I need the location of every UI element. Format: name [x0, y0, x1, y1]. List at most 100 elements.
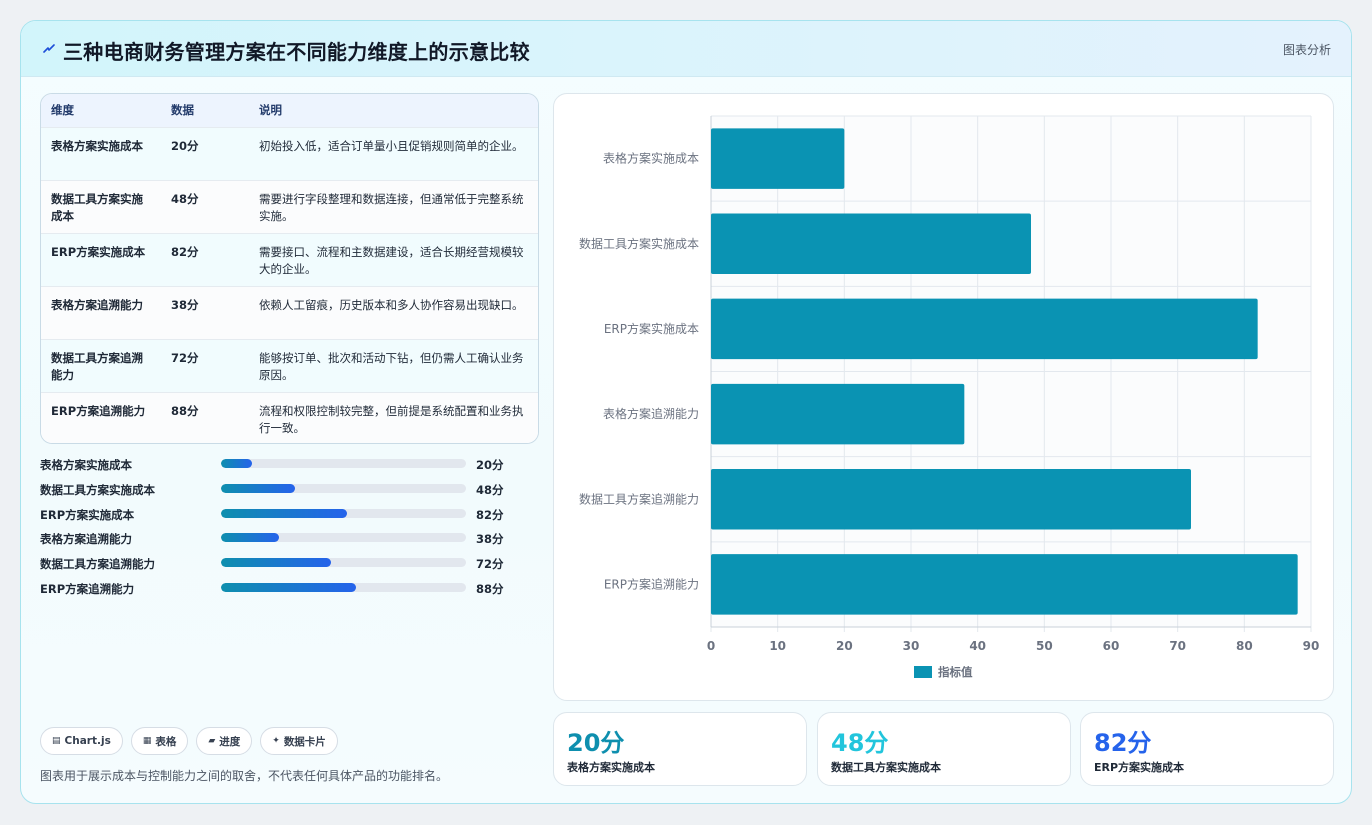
data-table: 维度 数据 说明 表格方案实施成本 20分 初始投入低，适合订单量小且促销规则简单的… [40, 93, 539, 444]
x-tick-label: 20 [836, 639, 853, 653]
legend-swatch [914, 666, 932, 678]
progress-value: 82分 [476, 507, 504, 522]
progress-fill [221, 582, 356, 592]
x-tick-label: 70 [1169, 639, 1186, 653]
stat-label: 数据工具方案实施成本 [831, 761, 941, 774]
progress-fill [221, 508, 347, 518]
progress-row: ERP方案实施成本 82分 [40, 505, 540, 530]
table-row: ERP方案实施成本 82分 需要接口、流程和主数据建设，适合长期经营规模较大的企业。 [41, 233, 538, 286]
progress-track [221, 483, 466, 493]
progress-value: 38分 [476, 532, 504, 547]
chip-label: Chart.js [64, 735, 111, 747]
chip-sparkle[interactable]: ✦ 数据卡片 [260, 727, 338, 755]
progress-label: 数据工具方案实施成本 [40, 482, 155, 497]
x-tick-label: 40 [969, 639, 986, 653]
cell-value: 20分 [171, 138, 199, 153]
progress-value: 72分 [476, 557, 504, 572]
bar [711, 469, 1191, 530]
table-row: 数据工具方案追溯能力 72分 能够按订单、批次和活动下钻，但仍需人工确认业务原因。 [41, 339, 538, 392]
stat-label: 表格方案实施成本 [567, 761, 655, 774]
cell-note: 流程和权限控制较完整，但前提是系统配置和业务执行一致。 [259, 403, 524, 435]
cell-value: 38分 [171, 297, 199, 312]
cell-note: 需要进行字段整理和数据连接，但通常低于完整系统实施。 [259, 191, 524, 223]
chip-table[interactable]: ▦ 表格 [130, 727, 189, 755]
progress-list: 表格方案实施成本 20分数据工具方案实施成本 48分 ERP方案实施成本 82分表格方案… [40, 455, 540, 604]
progress-row: 表格方案追溯能力 38分 [40, 529, 540, 554]
y-tick-label: 数据工具方案实施成本 [579, 236, 699, 251]
lightning-icon [43, 44, 55, 53]
dashboard-card: 三种电商财务管理方案在不同能力维度上的示意比较 图表分析 维度 数据 说明 表格… [20, 20, 1352, 804]
cell-dimension: 表格方案追溯能力 [51, 297, 143, 312]
progress-fill [221, 533, 280, 543]
x-tick-label: 90 [1303, 639, 1320, 653]
cell-note: 需要接口、流程和主数据建设，适合长期经营规模较大的企业。 [259, 244, 524, 276]
cell-dimension: 数据工具方案追溯能力 [51, 350, 143, 382]
progress-track [221, 582, 466, 592]
progress-label: ERP方案实施成本 [40, 507, 135, 522]
table-row: 数据工具方案实施成本 48分 需要进行字段整理和数据连接，但通常低于完整系统实施。 [41, 180, 538, 233]
progress-track [221, 558, 466, 568]
progress-row: 表格方案实施成本 20分 [40, 455, 540, 480]
chip-chart[interactable]: ▤ Chart.js [40, 727, 123, 755]
bar [711, 298, 1258, 360]
progress-label: ERP方案追溯能力 [40, 581, 135, 596]
y-tick-label: 数据工具方案追溯能力 [579, 491, 699, 506]
table-row: 表格方案追溯能力 38分 依赖人工留痕，历史版本和多人协作容易出现缺口。 [41, 286, 538, 339]
bar [711, 128, 845, 189]
x-tick-label: 50 [1036, 639, 1053, 653]
header-tag: 图表分析 [1282, 43, 1331, 57]
y-tick-label: 表格方案追溯能力 [603, 406, 699, 421]
table-row: ERP方案追溯能力 88分 流程和权限控制较完整，但前提是系统配置和业务执行一致。 [41, 392, 538, 443]
column-header-value: 数据 [171, 103, 194, 118]
stat-label: ERP方案实施成本 [1094, 761, 1185, 774]
x-tick-label: 60 [1103, 639, 1120, 653]
chart-panel: 0 10 20 30 40 50 60 70 80 90 表格方案实施成本 数据工具方案实施成本 ERP… [553, 93, 1334, 701]
progress-track [221, 508, 466, 518]
footnote: 图表用于展示成本与控制能力之间的取舍，不代表任何具体产品的功能排名。 [40, 769, 449, 783]
x-tick-label: 30 [903, 639, 920, 653]
progress-fill [221, 459, 252, 468]
cell-value: 88分 [171, 403, 199, 418]
progress-label: 数据工具方案追溯能力 [40, 557, 155, 572]
bar [711, 213, 1031, 274]
progress-fill [221, 483, 295, 493]
x-tick-label: 10 [769, 639, 786, 653]
table-icon: ▦ [142, 736, 152, 746]
chip-list: ▤ Chart.js ▦ 表格 ▰ 进度 ✦ 数据卡片 [40, 727, 338, 755]
cell-dimension: 表格方案实施成本 [51, 138, 143, 153]
x-tick-label: 0 [707, 639, 715, 653]
sparkle-icon: ✦ [272, 736, 280, 746]
progress-value: 48分 [476, 482, 504, 497]
bar [711, 554, 1298, 615]
progress-row: 数据工具方案实施成本 48分 [40, 480, 540, 505]
progress-value: 88分 [476, 581, 504, 596]
progress-icon: ▰ [208, 736, 216, 746]
chart-icon: ▤ [52, 736, 61, 746]
table-row: 表格方案实施成本 20分 初始投入低，适合订单量小且促销规则简单的企业。 [41, 127, 538, 180]
cell-note: 能够按订单、批次和活动下钻，但仍需人工确认业务原因。 [259, 350, 524, 382]
y-tick-label: ERP方案追溯能力 [604, 576, 699, 591]
stat-card: 82分 ERP方案实施成本 [1080, 712, 1334, 786]
stat-card: 48分数据工具方案实施成本 [817, 712, 1071, 786]
stat-value: 82分 [1094, 729, 1152, 757]
progress-fill [221, 558, 332, 568]
y-tick-label: ERP方案实施成本 [604, 321, 699, 336]
cell-note: 依赖人工留痕，历史版本和多人协作容易出现缺口。 [259, 297, 524, 312]
column-header-note: 说明 [259, 103, 282, 118]
cell-dimension: 数据工具方案实施成本 [51, 191, 143, 223]
chip-label: 表格 [155, 735, 177, 748]
progress-track [221, 533, 466, 543]
stat-value: 48分 [831, 729, 889, 757]
stat-card: 20分 表格方案实施成本 [553, 712, 807, 786]
cell-value: 48分 [171, 191, 199, 206]
chip-progress[interactable]: ▰ 进度 [196, 727, 253, 755]
cell-note: 初始投入低，适合订单量小且促销规则简单的企业。 [259, 138, 524, 153]
progress-row: 数据工具方案追溯能力 72分 [40, 554, 540, 579]
progress-track [221, 459, 466, 468]
progress-label: 表格方案追溯能力 [40, 532, 132, 547]
chip-label: 进度 [219, 735, 241, 748]
page-title: 三种电商财务管理方案在不同能力维度上的示意比较 [63, 40, 530, 64]
chip-label: 数据卡片 [283, 735, 326, 748]
column-header-dimension: 维度 [51, 103, 74, 118]
